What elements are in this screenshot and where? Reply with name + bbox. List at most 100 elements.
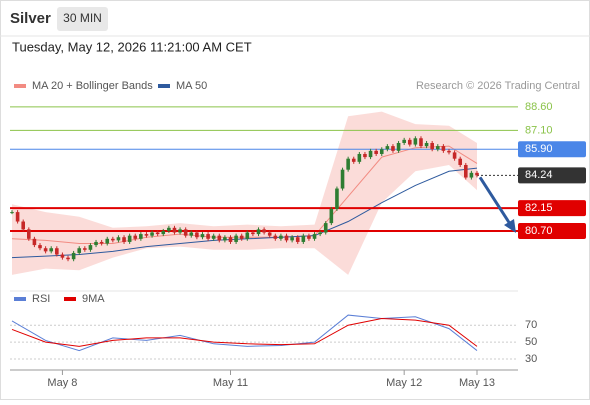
interval-box[interactable] [57, 7, 108, 31]
candle [228, 237, 233, 242]
level-label: 88.60 [525, 101, 553, 113]
candle [379, 149, 384, 154]
candle [262, 229, 266, 233]
candle [245, 232, 250, 239]
candle [217, 235, 222, 241]
candle [178, 229, 182, 233]
timestamp: Tuesday, May 12, 2026 11:21:00 AM CET [12, 39, 252, 54]
legend-swatch [158, 84, 170, 88]
candle [21, 221, 26, 230]
level-box [518, 200, 586, 217]
candle [318, 232, 322, 235]
candle [155, 232, 160, 235]
level-label: 80.70 [525, 225, 553, 237]
candle [430, 142, 434, 150]
candle [284, 235, 289, 241]
candle [105, 238, 110, 244]
candle [172, 227, 177, 233]
candle [469, 172, 474, 178]
candle [295, 237, 300, 242]
forecast-arrow [478, 176, 512, 225]
candle [200, 234, 205, 238]
candle [10, 212, 14, 214]
candle [144, 234, 149, 236]
interval[interactable]: 30 MIN [63, 11, 102, 25]
candle [206, 234, 210, 239]
legend-label: RSI [32, 293, 50, 305]
candle [27, 229, 31, 239]
candle [273, 235, 278, 239]
legend-label: MA 20 + Bollinger Bands [32, 80, 153, 92]
candle [133, 235, 138, 239]
candle [357, 153, 362, 162]
candle [279, 235, 283, 239]
candle [38, 245, 42, 249]
candle [195, 232, 199, 238]
candle [55, 248, 59, 255]
candle [335, 188, 339, 209]
level-box [518, 141, 586, 158]
candle [307, 235, 311, 239]
x-tick-label: May 12 [386, 377, 422, 389]
candle [413, 138, 418, 145]
x-tick-label: May 11 [213, 377, 248, 389]
candle [312, 234, 317, 239]
candle [139, 234, 143, 239]
legend-swatch [14, 297, 26, 301]
candle [391, 146, 395, 151]
x-tick-label: May 13 [459, 377, 495, 389]
candle [441, 146, 446, 151]
candle [267, 232, 272, 236]
candle [351, 158, 356, 162]
candle [211, 235, 216, 239]
candle [447, 150, 451, 153]
candle [49, 248, 54, 252]
candle [161, 230, 166, 235]
level-box [518, 167, 586, 184]
candle [77, 248, 82, 253]
candle [189, 232, 194, 236]
series-line [11, 317, 478, 347]
level-box [518, 222, 586, 239]
candle [452, 152, 457, 159]
candle [402, 139, 406, 143]
candle [346, 158, 350, 170]
candle [363, 153, 367, 158]
candle [385, 146, 390, 150]
candle [475, 172, 479, 176]
level-label: 82.15 [525, 202, 553, 214]
arrow-head [504, 219, 516, 233]
candle [458, 158, 462, 165]
instrument: Silver [10, 10, 51, 27]
candle [43, 248, 48, 252]
candle [66, 257, 70, 260]
candle [116, 237, 121, 241]
candle [329, 208, 334, 224]
candle [290, 237, 294, 241]
y-tick-label: 50 [525, 336, 537, 348]
candle [223, 237, 227, 241]
candle [122, 237, 126, 242]
level-label: 87.10 [525, 124, 553, 136]
candle [251, 232, 255, 235]
legend-swatch [64, 297, 76, 301]
candle [419, 138, 423, 147]
series-line [11, 314, 478, 352]
bollinger-band [12, 111, 477, 275]
level-label: 84.24 [525, 169, 553, 181]
candle [463, 164, 468, 178]
candle [256, 229, 261, 235]
candle [111, 238, 115, 241]
y-tick-label: 30 [525, 353, 537, 365]
candle [150, 232, 154, 236]
level-label: 85.90 [525, 143, 553, 155]
candle [368, 150, 373, 158]
candle [435, 146, 440, 150]
candle [167, 227, 171, 231]
candle [396, 142, 401, 151]
candle [99, 241, 104, 244]
candle [234, 235, 238, 242]
candle [323, 223, 328, 233]
